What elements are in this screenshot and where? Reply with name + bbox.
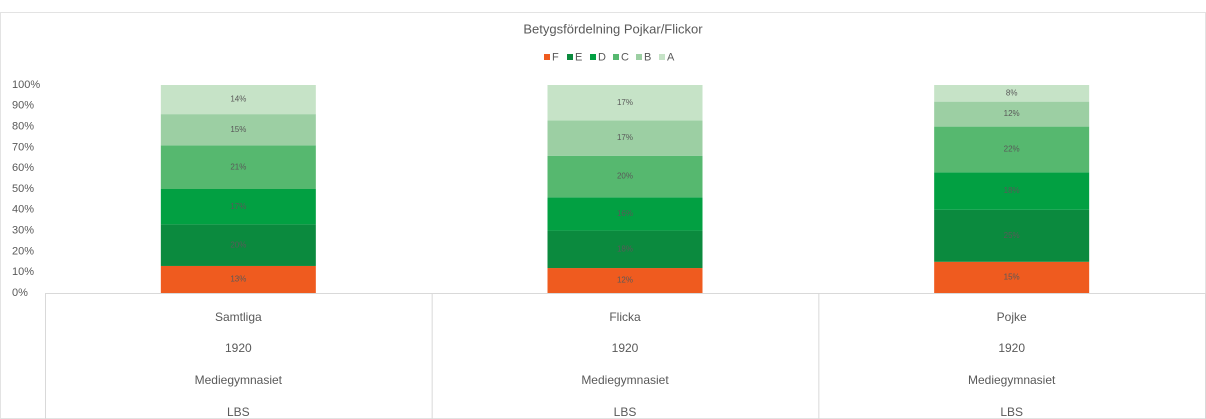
bar-segment <box>160 224 316 266</box>
data-label: 17% <box>617 98 633 107</box>
x-group-label: LBS <box>614 405 637 419</box>
bar-segment <box>160 189 316 225</box>
legend-label: F <box>552 51 559 63</box>
data-label: 16% <box>617 209 633 218</box>
y-tick-label: 0% <box>12 287 28 299</box>
bar-segment <box>547 197 703 231</box>
y-tick-label: 50% <box>12 183 34 195</box>
legend-label: B <box>644 51 651 63</box>
data-label: 18% <box>1004 186 1020 195</box>
y-tick-label: 60% <box>12 162 34 174</box>
chart-title: Betygsfördelning Pojkar/Flickor <box>523 21 703 36</box>
x-group-label: Mediegymnasiet <box>968 373 1056 387</box>
y-tick-label: 20% <box>12 245 34 257</box>
legend-label: E <box>575 51 582 63</box>
legend-swatch <box>590 54 596 60</box>
data-label: 22% <box>1004 145 1020 154</box>
bar-segment <box>547 85 703 121</box>
bar-segment <box>547 230 703 269</box>
data-label: 21% <box>230 162 246 171</box>
bar-segment <box>547 268 703 293</box>
bar-segment <box>934 261 1090 293</box>
data-label: 12% <box>617 276 633 285</box>
y-tick-label: 100% <box>12 79 40 91</box>
x-group-label: Mediegymnasiet <box>581 373 669 387</box>
y-tick-label: 80% <box>12 121 34 133</box>
data-label: 14% <box>230 95 246 104</box>
data-label: 18% <box>617 244 633 253</box>
bar-segment <box>934 172 1090 210</box>
legend-swatch <box>544 54 550 60</box>
bar-segment <box>160 114 316 146</box>
x-tick-label: Pojke <box>997 310 1027 324</box>
legend-label: D <box>598 51 606 63</box>
x-tick-label: Samtliga <box>215 310 262 324</box>
data-label: 20% <box>230 240 246 249</box>
bar-segment <box>934 101 1090 127</box>
y-tick-label: 90% <box>12 100 34 112</box>
data-label: 17% <box>230 202 246 211</box>
bar-segment <box>160 265 316 293</box>
data-label: 12% <box>1004 109 1020 118</box>
bar-segment <box>934 85 1090 102</box>
legend-swatch <box>613 54 619 60</box>
x-group-label: 1920 <box>998 341 1025 355</box>
y-tick-label: 40% <box>12 204 34 216</box>
bar-segment <box>934 126 1090 173</box>
data-label: 15% <box>230 125 246 134</box>
data-label: 25% <box>1004 231 1020 240</box>
data-label: 15% <box>1004 273 1020 282</box>
bar-segment <box>934 209 1090 262</box>
x-group-label: 1920 <box>225 341 252 355</box>
y-tick-label: 70% <box>12 141 34 153</box>
x-tick-label: Flicka <box>609 310 641 324</box>
bar-segment <box>160 145 316 189</box>
legend-label: A <box>667 51 675 63</box>
bar-segment <box>160 85 316 115</box>
data-label: 8% <box>1006 88 1018 97</box>
legend-label: C <box>621 51 629 63</box>
y-tick-label: 30% <box>12 225 34 237</box>
x-group-label: Mediegymnasiet <box>195 373 283 387</box>
x-group-label: 1920 <box>612 341 639 355</box>
bar-segment <box>547 120 703 156</box>
data-label: 20% <box>617 172 633 181</box>
data-label: 17% <box>617 133 633 142</box>
x-group-label: LBS <box>1000 405 1023 419</box>
legend-swatch <box>567 54 573 60</box>
legend-swatch <box>659 54 665 60</box>
y-tick-label: 10% <box>12 266 34 278</box>
legend-swatch <box>636 54 642 60</box>
x-group-label: LBS <box>227 405 250 419</box>
bar-segment <box>547 155 703 198</box>
data-label: 13% <box>230 275 246 284</box>
